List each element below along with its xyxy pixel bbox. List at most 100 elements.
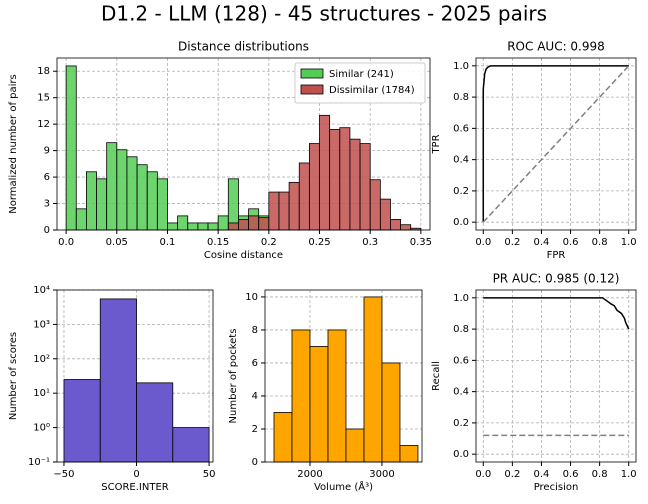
y-axis-label: Number of pockets (228, 329, 239, 424)
y-tick-label: 0 (252, 457, 258, 468)
bar (207, 222, 219, 231)
bar (187, 222, 199, 231)
bar (319, 114, 331, 231)
bar (400, 224, 412, 231)
bar (349, 138, 361, 231)
axes-frame (475, 289, 637, 463)
x-tick-label: 1.0 (621, 237, 637, 248)
legend-label: Dissimilar (1784) (329, 85, 415, 96)
y-tick-label: 0.4 (453, 387, 469, 398)
x-tick-label: 0.15 (207, 237, 229, 248)
x-tick-label: 0.2 (504, 237, 520, 248)
y-tick-label: 0.4 (453, 155, 469, 166)
bar (63, 379, 101, 463)
bar (298, 162, 310, 231)
x-tick-label: 0.05 (106, 237, 128, 248)
y-tick-label: 18 (37, 66, 50, 77)
bar (65, 65, 77, 231)
x-axis-label: Cosine distance (204, 250, 283, 261)
bar (327, 329, 347, 463)
y-tick-label: 4 (252, 391, 258, 402)
bar (156, 178, 168, 231)
y-tick-label: 15 (37, 93, 50, 104)
axes-frame (475, 57, 637, 231)
x-tick-label: 0.25 (308, 237, 330, 248)
y-tick-label: 0.0 (453, 449, 469, 460)
bar (258, 217, 270, 231)
axes-frame (264, 289, 423, 463)
y-axis-label: TPR (431, 134, 442, 154)
bar (177, 215, 189, 231)
bar (339, 127, 351, 231)
x-axis-label: SCORE.INTER (101, 482, 169, 493)
axes-frame (56, 289, 214, 463)
bar (268, 191, 280, 231)
bar (379, 198, 391, 231)
bar (85, 171, 97, 231)
bar (308, 143, 320, 231)
line (482, 65, 629, 223)
bar (146, 171, 158, 231)
bar (116, 149, 128, 231)
bar (399, 445, 419, 463)
x-tick-label: 1.0 (621, 469, 637, 480)
x-tick-label: 0.8 (592, 237, 608, 248)
y-tick-label: 10⁻¹ (28, 457, 50, 468)
bar (75, 208, 87, 231)
y-tick-label: 1.0 (453, 61, 469, 72)
x-tick-label: 0 (133, 469, 139, 480)
axes-title: Distance distributions (178, 40, 309, 54)
bar (390, 219, 402, 231)
y-tick-label: 10 (245, 292, 258, 303)
x-tick-label: 0.2 (504, 469, 520, 480)
bar (248, 215, 260, 231)
figure-title: D1.2 - LLM (128) - 45 structures - 2025 … (101, 2, 547, 26)
y-tick-label: 10⁰ (33, 423, 50, 434)
x-tick-label: 0.4 (534, 237, 550, 248)
x-tick-label: 0.4 (534, 469, 550, 480)
y-tick-label: 0.6 (453, 355, 469, 366)
bar (381, 362, 401, 463)
y-tick-label: 0.6 (453, 123, 469, 134)
x-tick-label: 0.0 (58, 237, 74, 248)
x-tick-label: 2000 (297, 469, 322, 480)
y-axis-label: Recall (431, 361, 442, 391)
y-tick-label: 0.2 (453, 186, 469, 197)
x-tick-label: −50 (53, 469, 74, 480)
y-axis-label: Normalized number of pairs (8, 74, 19, 214)
bar (99, 298, 137, 463)
legend-label: Similar (241) (329, 69, 394, 80)
bar (345, 428, 365, 463)
bar (227, 222, 239, 231)
bar (126, 156, 138, 231)
bar (359, 143, 371, 231)
bar (291, 329, 311, 463)
x-axis-label: Precision (534, 482, 579, 493)
y-axis-label: Number of scores (8, 332, 19, 420)
bar (273, 412, 293, 463)
y-tick-label: 10⁴ (33, 285, 50, 296)
x-tick-label: 3000 (369, 469, 394, 480)
y-tick-label: 10³ (33, 319, 50, 330)
bar (217, 215, 229, 231)
bar (363, 296, 383, 463)
bar (369, 179, 381, 231)
x-tick-label: 0.35 (410, 237, 432, 248)
line (483, 297, 630, 330)
y-tick-label: 0 (44, 225, 50, 236)
bar (172, 427, 210, 463)
bar (167, 222, 179, 231)
x-tick-label: 0.8 (592, 469, 608, 480)
bar (278, 191, 290, 231)
x-tick-label: 50 (203, 469, 216, 480)
x-tick-label: 0.6 (563, 469, 579, 480)
y-tick-label: 1.0 (453, 293, 469, 304)
y-tick-label: 10² (33, 354, 50, 365)
bar (197, 222, 209, 231)
y-tick-label: 0.0 (453, 217, 469, 228)
bar (136, 164, 148, 231)
x-tick-label: 0.2 (261, 237, 277, 248)
y-tick-label: 8 (252, 325, 258, 336)
x-tick-label: 0.0 (475, 237, 491, 248)
